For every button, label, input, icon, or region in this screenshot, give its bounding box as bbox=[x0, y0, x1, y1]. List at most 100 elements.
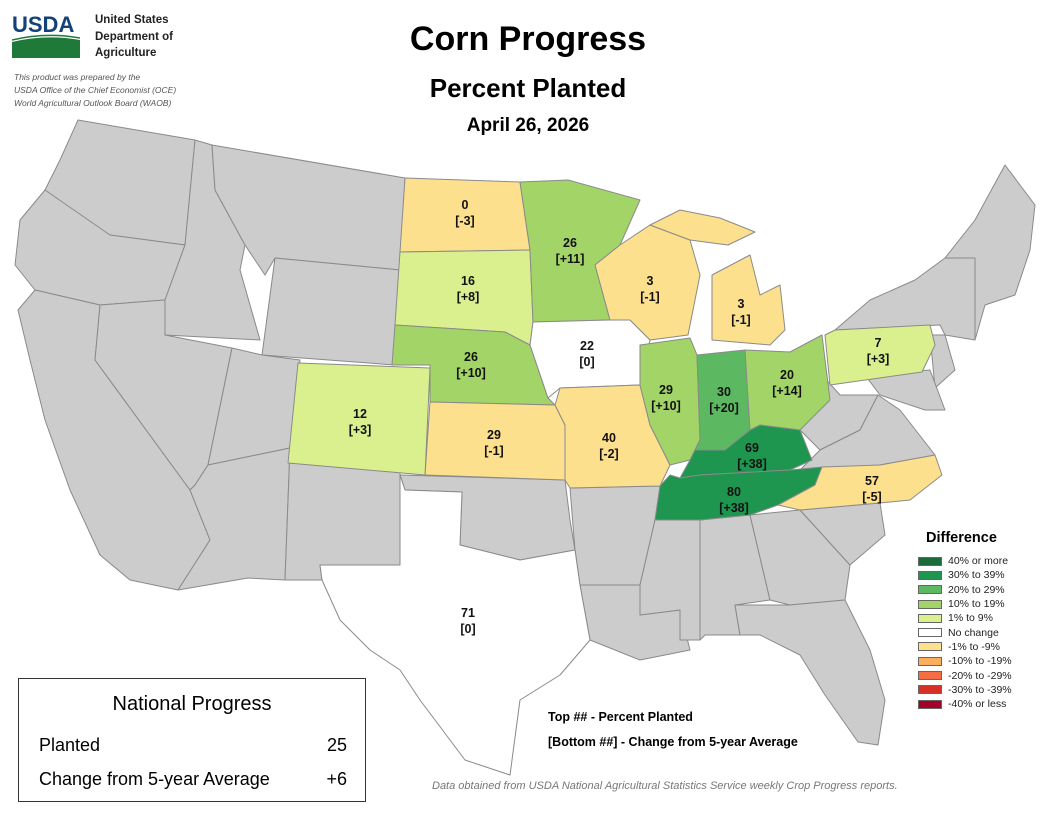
legend-label: -30% to -39% bbox=[948, 683, 1012, 696]
state-change-label-IN: [+20] bbox=[709, 401, 739, 415]
state-change-label-MO: [-2] bbox=[599, 447, 618, 461]
agency-line: Department of bbox=[95, 30, 173, 43]
state-NC bbox=[777, 454, 943, 511]
legend-item: -40% or less bbox=[918, 697, 1012, 711]
credit-line: World Agricultural Outlook Board (WAOB) bbox=[14, 98, 172, 108]
state-change-label-IA: [0] bbox=[579, 355, 594, 369]
state-change-label-MN: [+11] bbox=[556, 252, 585, 266]
legend-label: -1% to -9% bbox=[948, 640, 1000, 653]
legend-swatch bbox=[918, 642, 942, 652]
legend-swatch bbox=[918, 671, 942, 681]
legend-swatch bbox=[918, 585, 942, 595]
legend-swatch bbox=[918, 628, 942, 638]
state-FL bbox=[734, 599, 886, 746]
state-CO bbox=[287, 362, 431, 476]
map-title: Corn Progress bbox=[409, 20, 647, 58]
usda-logo-text: USDA bbox=[12, 12, 74, 37]
agency-name: United States Department of Agriculture bbox=[95, 12, 173, 62]
legend-item: 10% to 19% bbox=[918, 597, 1012, 611]
legend-label: No change bbox=[948, 626, 999, 639]
state-change-label-OH: [+14] bbox=[772, 384, 802, 398]
state-change-label-IL: [+10] bbox=[651, 399, 681, 413]
state-planted-label-IL: 29 bbox=[659, 383, 673, 397]
national-progress-title: National Progress bbox=[112, 693, 272, 715]
state-planted-label-KY: 69 bbox=[745, 441, 759, 455]
legend-swatch bbox=[918, 599, 942, 609]
state-planted-label-IN: 30 bbox=[717, 385, 731, 399]
legend-item: -20% to -29% bbox=[918, 668, 1012, 682]
credit-line: This product was prepared by the bbox=[14, 72, 141, 82]
legend-item: 1% to 9% bbox=[918, 611, 1012, 625]
planted-row: Planted 25 bbox=[39, 735, 347, 756]
agency-line: Agriculture bbox=[95, 47, 157, 59]
state-New-England bbox=[944, 164, 1036, 341]
key-line-bottom: [Bottom ##] - Change from 5-year Average bbox=[548, 735, 798, 749]
state-MI-UP bbox=[649, 209, 756, 246]
map-subtitle: Percent Planted bbox=[429, 73, 627, 103]
legend-item: -10% to -19% bbox=[918, 654, 1012, 668]
state-IN bbox=[694, 349, 751, 451]
state-change-label-SD: [+8] bbox=[457, 290, 480, 304]
legend-label: 10% to 19% bbox=[948, 598, 1005, 611]
state-planted-label-NC: 57 bbox=[865, 474, 879, 488]
state-MO bbox=[554, 384, 671, 489]
change-label: Change from 5-year Average bbox=[39, 769, 270, 789]
state-planted-label-SD: 16 bbox=[461, 274, 475, 288]
legend-swatch bbox=[918, 613, 942, 623]
state-change-label-TN: [+38] bbox=[719, 501, 749, 515]
state-change-label-NC: [-5] bbox=[862, 490, 881, 504]
state-planted-label-MO: 40 bbox=[602, 431, 616, 445]
state-planted-label-WI: 3 bbox=[647, 274, 654, 288]
state-change-label-PA: [+3] bbox=[867, 352, 890, 366]
state-change-label-TX: [0] bbox=[460, 622, 475, 636]
state-planted-label-IA: 22 bbox=[580, 339, 594, 353]
agency-line: United States bbox=[95, 14, 169, 26]
planted-value: 25 bbox=[326, 735, 347, 755]
state-NJ bbox=[929, 334, 956, 389]
state-planted-label-NE: 26 bbox=[464, 350, 478, 364]
legend-item: -30% to -39% bbox=[918, 683, 1012, 697]
key-line-top: Top ## - Percent Planted bbox=[548, 710, 693, 724]
state-change-label-MI: [-1] bbox=[731, 313, 750, 327]
state-planted-label-CO: 12 bbox=[353, 407, 367, 421]
legend-swatch bbox=[918, 699, 942, 709]
state-WY bbox=[261, 257, 401, 366]
state-MI bbox=[711, 254, 786, 346]
legend-item: 30% to 39% bbox=[918, 568, 1012, 582]
state-planted-label-ND: 0 bbox=[462, 198, 469, 212]
legend-title: Difference bbox=[926, 530, 997, 546]
state-PA bbox=[824, 324, 936, 386]
state-planted-label-TN: 80 bbox=[727, 485, 741, 499]
state-WI bbox=[594, 224, 701, 341]
change-value: +6 bbox=[326, 769, 347, 789]
map-date: April 26, 2026 bbox=[466, 115, 590, 136]
state-TX bbox=[319, 474, 591, 776]
legend-label: -10% to -19% bbox=[948, 655, 1012, 668]
state-change-label-ND: [-3] bbox=[455, 214, 474, 228]
state-planted-label-PA: 7 bbox=[875, 336, 882, 350]
usda-logo: USDA bbox=[12, 12, 80, 58]
legend: Difference 40% or more 30% to 39% 20% to 2… bbox=[918, 530, 1012, 711]
state-change-label-KY: [+38] bbox=[737, 457, 767, 471]
legend-swatch bbox=[918, 556, 942, 566]
legend-label: -40% or less bbox=[948, 698, 1007, 711]
state-change-label-NE: [+10] bbox=[456, 366, 486, 380]
legend-label: -20% to -29% bbox=[948, 669, 1012, 682]
state-change-label-KS: [-1] bbox=[484, 444, 503, 458]
state-planted-label-MN: 26 bbox=[563, 236, 577, 250]
national-progress-box: National Progress Planted 25 Change from… bbox=[18, 678, 366, 802]
legend-item: -1% to -9% bbox=[918, 640, 1012, 654]
legend-item: No change bbox=[918, 625, 1012, 639]
legend-label: 40% or more bbox=[948, 555, 1009, 568]
credit-note: This product was prepared by the USDA Of… bbox=[14, 71, 176, 110]
source-note: Data obtained from USDA National Agricul… bbox=[432, 780, 898, 792]
legend-swatch bbox=[918, 570, 942, 580]
legend-label: 30% to 39% bbox=[948, 569, 1005, 582]
credit-line: USDA Office of the Chief Economist (OCE) bbox=[14, 85, 177, 95]
state-change-label-WI: [-1] bbox=[640, 290, 659, 304]
change-row: Change from 5-year Average +6 bbox=[39, 769, 347, 790]
state-change-label-CO: [+3] bbox=[349, 423, 372, 437]
state-planted-label-KS: 29 bbox=[487, 428, 501, 442]
legend-swatch bbox=[918, 656, 942, 666]
